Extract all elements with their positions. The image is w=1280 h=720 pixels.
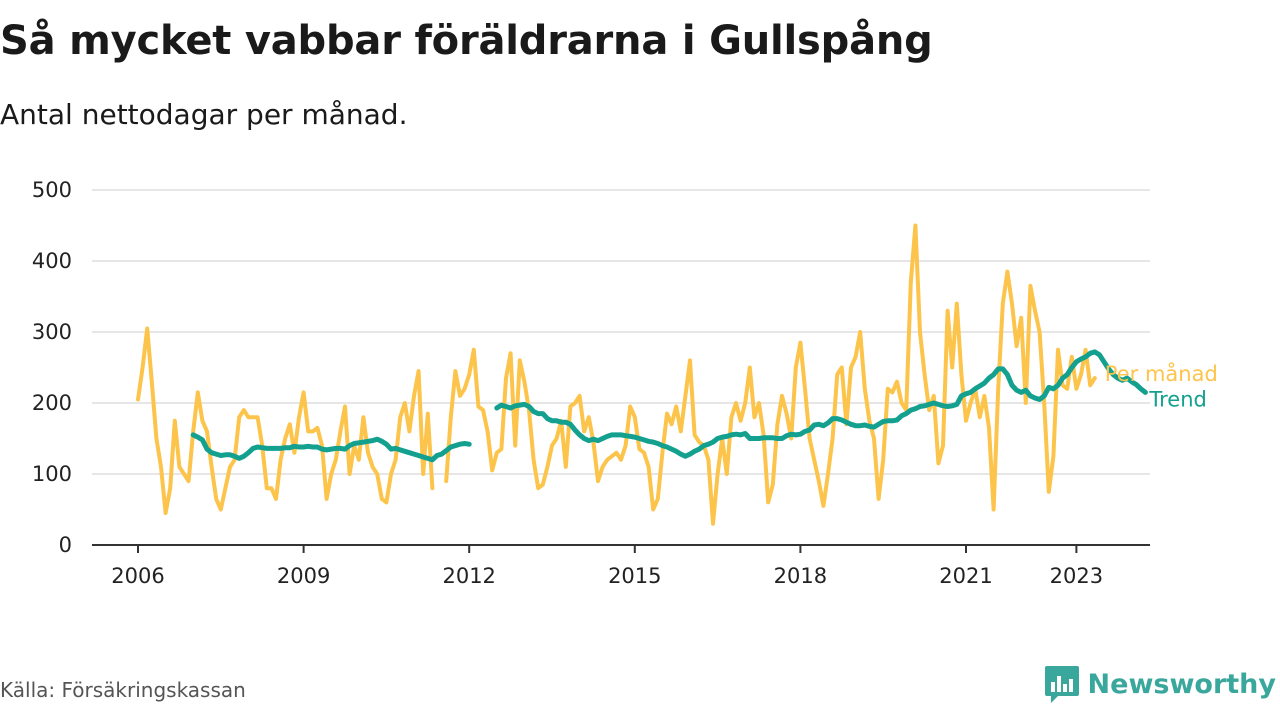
- series-line-trend-part2: [494, 349, 1148, 459]
- series-lines: [136, 223, 1148, 526]
- y-tick-label: 100: [32, 462, 72, 486]
- brand-logo[interactable]: Newsworthy: [1044, 664, 1276, 704]
- x-tick-label: 2009: [277, 564, 330, 588]
- chart-subtitle: Antal nettodagar per månad.: [0, 98, 408, 131]
- series-line-trend-part1: [190, 432, 472, 463]
- x-tick-label: 2015: [608, 564, 661, 588]
- newsworthy-logo-icon: [1044, 666, 1079, 703]
- x-tick-label: 2021: [939, 564, 992, 588]
- series-line-per-manad: [136, 223, 1097, 526]
- y-tick-label: 500: [32, 178, 72, 202]
- y-tick-label: 200: [32, 391, 72, 415]
- x-tick-label: 2023: [1050, 564, 1103, 588]
- y-tick-label: 400: [32, 249, 72, 273]
- grid-lines: [92, 189, 1150, 475]
- y-tick-label: 0: [59, 533, 72, 557]
- x-tick-label: 2012: [442, 564, 495, 588]
- chart-title: Så mycket vabbar föräldrarna i Gullspång: [0, 18, 933, 64]
- x-tick-label: 2018: [774, 564, 827, 588]
- y-tick-label: 300: [32, 320, 72, 344]
- source-note: Källa: Försäkringskassan: [0, 678, 246, 702]
- brand-name: Newsworthy: [1087, 668, 1276, 700]
- axes: 0 100 200 300 400 500 2006 2009 2012 2015 2018 2021…: [32, 178, 1150, 588]
- series-label-trend: Trend: [1148, 387, 1206, 411]
- x-tick-label: 2006: [111, 564, 164, 588]
- series-label-per-manad: Per månad: [1105, 361, 1218, 386]
